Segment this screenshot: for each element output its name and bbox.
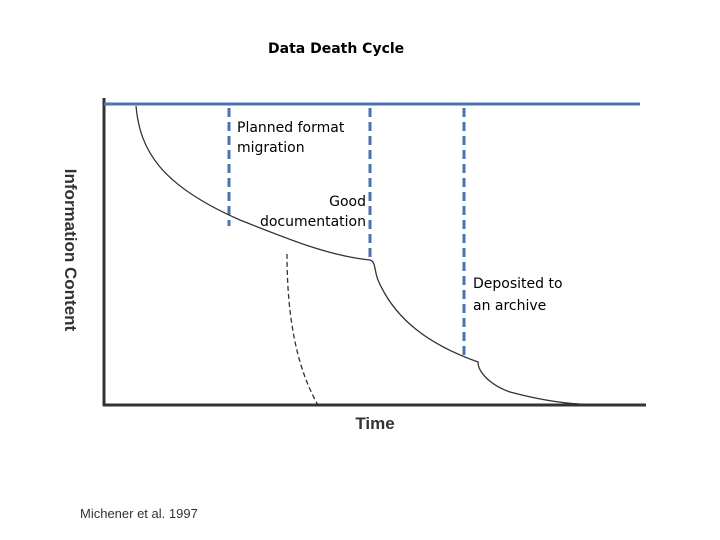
diagram-title: Data Death Cycle bbox=[268, 41, 405, 57]
citation: Michener et al. 1997 bbox=[80, 506, 198, 521]
y-axis-label: Information Content bbox=[61, 168, 80, 332]
managed-decay-curve bbox=[135, 105, 581, 405]
note-planned-format-migration: Planned format migration bbox=[237, 120, 345, 156]
unmanaged-decay-curve bbox=[286, 253, 319, 406]
note-deposited-to-archive: Deposited to an archive bbox=[473, 276, 563, 314]
note-good-documentation: Good documentation bbox=[259, 194, 366, 230]
x-axis-label: Time bbox=[355, 414, 395, 433]
